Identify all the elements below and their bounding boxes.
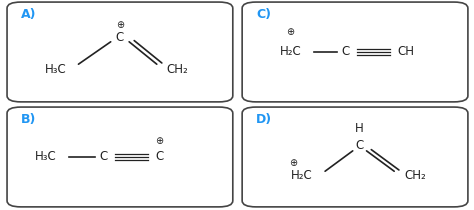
- Text: H: H: [355, 122, 364, 135]
- Text: CH₂: CH₂: [404, 169, 426, 182]
- Text: H₂C: H₂C: [291, 169, 313, 182]
- FancyBboxPatch shape: [7, 107, 233, 207]
- Text: CH₂: CH₂: [167, 63, 188, 76]
- FancyBboxPatch shape: [7, 2, 233, 102]
- Text: D): D): [256, 113, 272, 126]
- Text: C: C: [116, 31, 124, 44]
- Text: C: C: [100, 151, 108, 163]
- FancyBboxPatch shape: [242, 2, 468, 102]
- Text: ⊕: ⊕: [116, 21, 124, 30]
- Text: B): B): [21, 113, 36, 126]
- Text: C): C): [256, 8, 271, 21]
- Text: C: C: [155, 151, 163, 163]
- Text: ⊕: ⊕: [155, 136, 163, 146]
- Text: C: C: [356, 139, 364, 152]
- Text: A): A): [21, 8, 36, 21]
- FancyBboxPatch shape: [242, 107, 468, 207]
- Text: ⊕: ⊕: [289, 158, 297, 168]
- Text: H₃C: H₃C: [36, 151, 57, 163]
- Text: H₂C: H₂C: [280, 46, 301, 58]
- Text: C: C: [342, 46, 350, 58]
- Text: H₃C: H₃C: [45, 63, 66, 76]
- Text: ⊕: ⊕: [286, 27, 294, 37]
- Text: CH: CH: [397, 46, 414, 58]
